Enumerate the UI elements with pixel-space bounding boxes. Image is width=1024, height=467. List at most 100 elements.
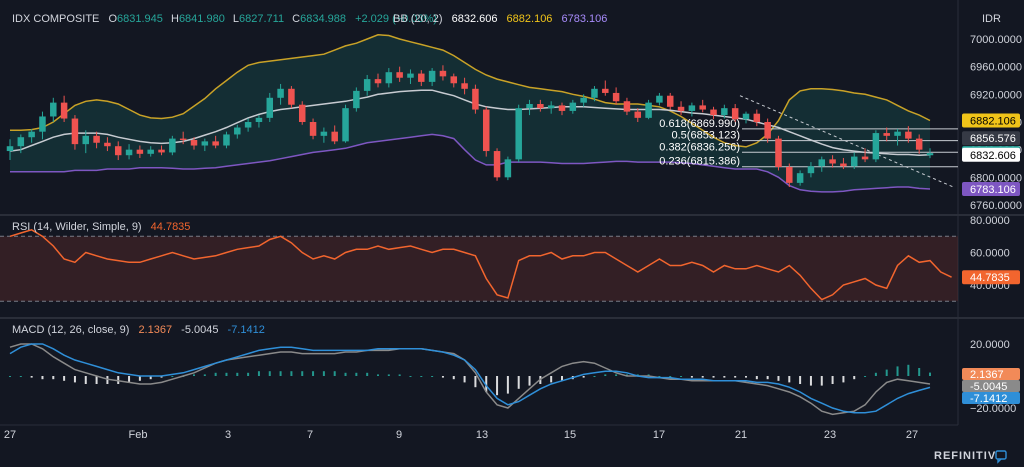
candle-body[interactable]	[861, 156, 869, 160]
candle-body[interactable]	[558, 105, 566, 111]
candle-body[interactable]	[169, 138, 176, 153]
candle-body[interactable]	[201, 141, 209, 146]
macd-axis[interactable]: 20.0000 −20.0000 2.1367-5.0045-7.1412	[962, 339, 1020, 415]
candle-body[interactable]	[602, 88, 609, 93]
candle-body[interactable]	[796, 173, 804, 183]
candle-body[interactable]	[255, 117, 263, 122]
candle-body[interactable]	[6, 146, 14, 152]
candle-body[interactable]	[883, 133, 890, 136]
candle-body[interactable]	[71, 118, 79, 145]
candle-body[interactable]	[764, 122, 771, 139]
candle-body[interactable]	[450, 76, 458, 84]
candle-body[interactable]	[223, 134, 230, 146]
candle-body[interactable]	[818, 159, 826, 167]
candle-body[interactable]	[298, 104, 306, 122]
candle-body[interactable]	[60, 102, 68, 119]
candle-body[interactable]	[656, 95, 663, 103]
candle-body[interactable]	[547, 105, 555, 109]
candle-body[interactable]	[829, 159, 836, 164]
candle-body[interactable]	[309, 122, 317, 136]
candle-body[interactable]	[634, 111, 642, 118]
candle-body[interactable]	[872, 133, 880, 160]
bb-upper-line[interactable]	[10, 34, 931, 148]
candle-body[interactable]	[342, 108, 349, 142]
candle-body[interactable]	[710, 109, 717, 116]
candlestick-series[interactable]	[6, 65, 934, 188]
candle-body[interactable]	[374, 79, 382, 84]
candle-body[interactable]	[428, 70, 436, 82]
candle-body[interactable]	[753, 113, 761, 122]
candle-body[interactable]	[439, 70, 447, 77]
candle-body[interactable]	[114, 146, 122, 156]
candle-body[interactable]	[17, 137, 25, 147]
candle-body[interactable]	[28, 131, 35, 138]
candle-body[interactable]	[786, 166, 793, 183]
candle-body[interactable]	[363, 79, 371, 91]
candle-body[interactable]	[320, 131, 328, 136]
candle-body[interactable]	[277, 88, 284, 98]
candle-body[interactable]	[82, 135, 90, 145]
candle-body[interactable]	[721, 108, 728, 116]
bb-basis-line[interactable]	[9, 89, 931, 156]
candle-body[interactable]	[515, 108, 522, 160]
candle-body[interactable]	[136, 149, 144, 154]
candle-body[interactable]	[212, 141, 219, 146]
macd-line[interactable]	[9, 343, 931, 414]
candle-body[interactable]	[775, 138, 782, 167]
candle-body[interactable]	[353, 90, 360, 109]
chat-icon[interactable]	[995, 450, 1007, 464]
candle-body[interactable]	[612, 92, 620, 102]
macd-legend-label[interactable]: MACD (12, 26, close, 9)	[12, 324, 129, 336]
currency-label[interactable]: IDR	[982, 13, 1001, 25]
candle-body[interactable]	[677, 106, 685, 111]
macd-histogram[interactable]	[9, 364, 931, 396]
candle-body[interactable]	[580, 97, 587, 103]
candle-body[interactable]	[591, 88, 598, 98]
candle-body[interactable]	[537, 104, 544, 109]
candle-body[interactable]	[493, 151, 501, 178]
candle-body[interactable]	[850, 156, 858, 167]
bb-lower-line[interactable]	[10, 133, 931, 193]
candle-body[interactable]	[125, 149, 133, 156]
candle-body[interactable]	[331, 131, 338, 142]
candle-body[interactable]	[39, 116, 46, 132]
rsi-legend-label[interactable]: RSI (14, Wilder, Simple, 9)	[12, 221, 142, 233]
candle-body[interactable]	[526, 104, 533, 109]
candle-body[interactable]	[905, 131, 912, 139]
candle-body[interactable]	[840, 163, 847, 167]
candle-body[interactable]	[158, 149, 165, 153]
candle-body[interactable]	[93, 135, 100, 143]
candle-body[interactable]	[623, 101, 631, 112]
candle-body[interactable]	[894, 131, 901, 136]
candle-body[interactable]	[569, 102, 577, 111]
candle-body[interactable]	[461, 83, 468, 89]
candle-body[interactable]	[472, 88, 479, 110]
candle-body[interactable]	[407, 73, 414, 78]
candle-body[interactable]	[396, 72, 403, 78]
candle-body[interactable]	[926, 153, 934, 156]
candle-body[interactable]	[418, 73, 425, 82]
time-axis[interactable]: 27 Feb 3 7 9 13 15 17 21 23 27	[4, 429, 918, 441]
fib-retracement[interactable]: 0.618(6869.990)0.5(6853.123)0.382(6836.2…	[659, 118, 958, 168]
candle-body[interactable]	[699, 105, 706, 110]
candle-body[interactable]	[244, 122, 252, 128]
candle-body[interactable]	[645, 102, 652, 118]
candle-body[interactable]	[147, 149, 154, 154]
candle-body[interactable]	[104, 142, 111, 147]
candle-body[interactable]	[234, 127, 241, 135]
candle-body[interactable]	[742, 113, 750, 120]
candle-body[interactable]	[666, 95, 674, 107]
candle-body[interactable]	[504, 159, 512, 178]
candle-body[interactable]	[179, 138, 187, 140]
candle-body[interactable]	[482, 109, 490, 152]
candle-body[interactable]	[190, 139, 198, 146]
bb-legend-label[interactable]: BB (20, 2)	[393, 13, 443, 25]
candle-body[interactable]	[807, 166, 815, 174]
trend-line[interactable]	[739, 95, 956, 189]
candle-body[interactable]	[915, 138, 923, 150]
symbol-name[interactable]: IDX COMPOSITE	[12, 13, 99, 25]
candle-body[interactable]	[50, 102, 57, 117]
macd-signal-line[interactable]	[9, 343, 931, 416]
candle-body[interactable]	[731, 108, 739, 120]
